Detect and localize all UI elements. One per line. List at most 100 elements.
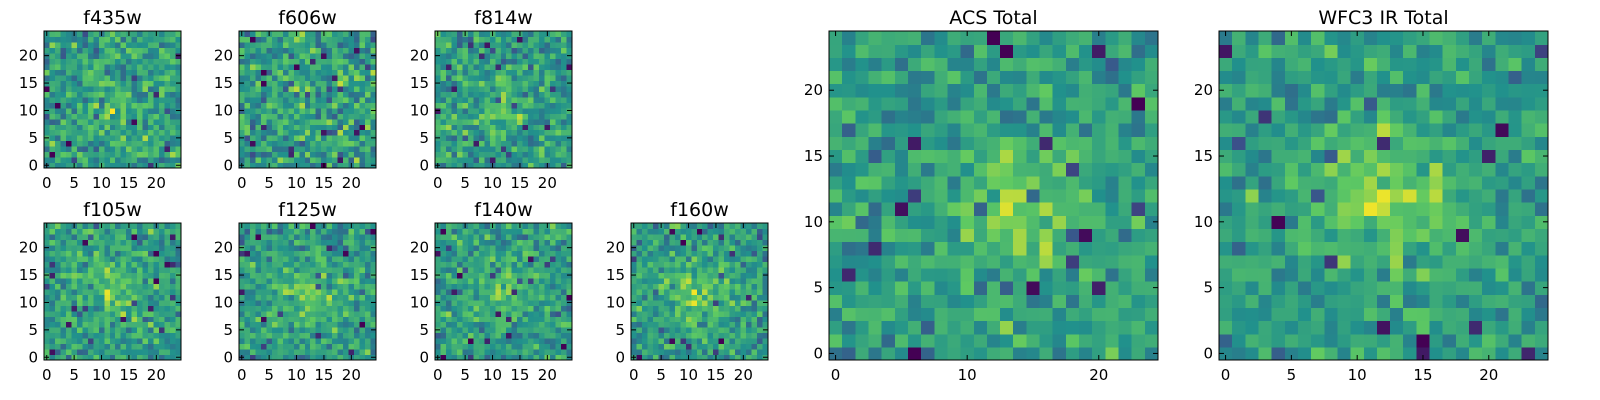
heatmap-cell (718, 349, 725, 356)
heatmap-cell (326, 244, 333, 251)
heatmap-cell (65, 96, 72, 103)
heatmap-cell (120, 129, 127, 136)
heatmap-cell (164, 31, 171, 38)
heatmap-cell (271, 135, 278, 142)
heatmap-cell (506, 52, 513, 59)
heatmap-cell (641, 272, 649, 279)
heatmap-cell (947, 228, 962, 243)
heatmap-cell (164, 239, 171, 246)
heatmap-cell (293, 338, 300, 345)
heatmap-cell (370, 255, 377, 262)
heatmap-cell (484, 277, 491, 284)
heatmap-cell (255, 107, 262, 114)
heatmap-cell (751, 349, 758, 356)
heatmap-cell (868, 307, 883, 322)
heatmap-cell (115, 228, 122, 235)
heatmap-cell (511, 80, 518, 87)
heatmap-cell (260, 63, 267, 70)
heatmap-cell (451, 124, 458, 131)
heatmap-cell (153, 266, 160, 273)
heatmap-cell (354, 272, 361, 279)
heatmap-cell (153, 146, 160, 153)
heatmap-cell (71, 332, 78, 339)
heatmap-cell (354, 151, 361, 158)
heatmap-cell (337, 250, 344, 257)
heatmap-cell (652, 327, 659, 334)
heatmap-cell (175, 277, 182, 284)
heatmap-cell (484, 52, 491, 59)
heatmap-cell (337, 277, 344, 284)
heatmap-cell (740, 261, 747, 268)
heatmap-cell (109, 250, 116, 257)
heatmap-cell (109, 146, 116, 153)
heatmap-cell (266, 283, 273, 290)
heatmap-cell (49, 151, 56, 158)
heatmap-cell (746, 272, 753, 279)
heatmap-cell (829, 346, 843, 361)
heatmap-cell (104, 96, 111, 103)
heatmap-cell (104, 233, 111, 241)
heatmap-cell (484, 321, 491, 328)
x-tick-label: 20 (342, 174, 361, 192)
heatmap-cell (87, 239, 94, 246)
heatmap-cell (960, 333, 975, 348)
heatmap-cell (299, 294, 306, 301)
heatmap-cell (131, 31, 138, 38)
heatmap-cell (456, 31, 463, 38)
heatmap-cell (440, 255, 447, 262)
heatmap-cell (555, 272, 562, 279)
heatmap-cell (71, 118, 78, 125)
heatmap-cell (528, 31, 535, 38)
heatmap-cell (868, 320, 883, 335)
heatmap-cell (506, 74, 513, 81)
heatmap-cell (98, 310, 105, 317)
heatmap-cell (550, 310, 557, 317)
heatmap-cell (354, 124, 361, 131)
heatmap-cell (467, 107, 474, 114)
heatmap-cell (277, 162, 284, 169)
heatmap-cell (277, 244, 284, 251)
heatmap-cell (1013, 215, 1027, 229)
heatmap-cell (855, 307, 870, 322)
heatmap-cell (76, 36, 83, 43)
heatmap-cell (868, 149, 883, 164)
heatmap-cell (315, 244, 322, 251)
heatmap-cell (467, 277, 474, 284)
heatmap-cell (757, 349, 764, 356)
heatmap-cell (54, 338, 62, 345)
heatmap-cell (255, 162, 262, 169)
heatmap-cell (170, 124, 177, 131)
heatmap-cell (65, 69, 72, 76)
heatmap-cell (533, 239, 540, 246)
heatmap-cell (658, 266, 665, 273)
heatmap-cells (239, 31, 377, 169)
heatmap-cell (76, 157, 83, 164)
heatmap-cell (440, 135, 447, 142)
heatmap-cell (359, 85, 366, 92)
heatmap-cell (550, 58, 557, 65)
heatmap-cell (120, 63, 127, 70)
heatmap-cell (76, 294, 83, 301)
heatmap-cell (87, 223, 94, 230)
heatmap-cell (87, 266, 94, 273)
heatmap-cell (652, 299, 659, 306)
heatmap-cell (495, 151, 502, 158)
heatmap-cell (1092, 241, 1106, 256)
heatmap-cell (517, 91, 524, 98)
heatmap-cell (239, 239, 246, 246)
heatmap-cell (370, 85, 377, 92)
heatmap-cell (288, 288, 295, 295)
heatmap-cell (566, 321, 573, 328)
heatmap-cell (445, 327, 453, 334)
heatmap-cell (517, 36, 524, 43)
heatmap-cell (647, 277, 654, 284)
heatmap-cell (354, 74, 361, 81)
heatmap-cell (647, 283, 654, 290)
heatmap-cell (142, 343, 149, 350)
heatmap-cell (652, 343, 659, 350)
heatmap-cell (561, 31, 568, 38)
heatmap-cell (131, 349, 138, 356)
heatmap-cell (82, 277, 89, 284)
axes-frame (238, 30, 377, 169)
heatmap-cell (93, 310, 100, 317)
